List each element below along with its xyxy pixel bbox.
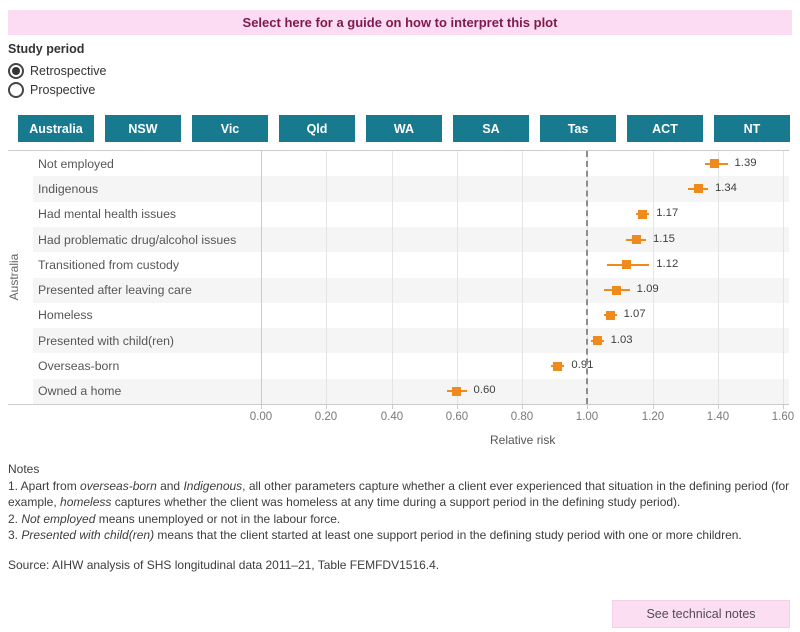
value-label: 0.91 [571,359,594,372]
row-band [33,277,789,303]
axis-tick-label: 1.00 [575,411,599,423]
source-text: Source: AIHW analysis of SHS longitudina… [8,557,440,572]
gridline [653,151,654,404]
study-period-label: Study period [8,42,85,56]
tab-tas[interactable]: Tas [540,115,616,142]
axis-tick-label: 1.20 [641,411,665,423]
value-label: 1.03 [610,333,633,346]
note-3: 3. Presented with child(ren) means that … [8,528,742,542]
value-label: 1.17 [656,207,679,220]
axis-tick [783,405,784,409]
value-label: 0.60 [473,384,496,397]
radio-selected-icon[interactable] [8,62,24,79]
marker[interactable] [709,159,719,169]
axis-tick [653,405,654,409]
panel-top-border [8,150,789,151]
row-label: Not employed [38,156,114,171]
note-2: 2. Not employed means unemployed or not … [8,511,341,526]
panel-left-border [261,151,262,404]
axis-tick-label: 1.60 [771,411,795,423]
axis-tick-label: 0.00 [249,411,273,423]
tab-act[interactable]: ACT [627,115,703,142]
axis-tick [718,405,719,409]
tab-vic[interactable]: Vic [192,115,268,142]
row-label: Had mental health issues [38,207,177,222]
radio-unselected-icon[interactable] [8,81,24,98]
value-label: 1.09 [636,283,659,296]
x-axis-line [8,404,789,405]
row-band [33,176,789,202]
row-label: Owned a home [38,384,122,399]
value-label: 1.07 [623,308,646,321]
axis-tick-label: 0.60 [445,411,469,423]
gridline [522,151,523,404]
tab-nt[interactable]: NT [714,115,790,142]
radio-prospective[interactable]: Prospective [8,80,106,99]
gridline [326,151,327,404]
tab-nsw[interactable]: NSW [105,115,181,142]
row-label: Presented with child(ren) [38,333,175,348]
axis-tick [587,405,588,409]
row-label: Presented after leaving care [38,283,192,298]
row-label: Homeless [38,308,93,323]
axis-tick-label: 0.80 [510,411,534,423]
tab-sa[interactable]: SA [453,115,529,142]
axis-tick [522,405,523,409]
marker[interactable] [631,235,641,245]
row-label: Had problematic drug/alcohol issues [38,232,237,247]
value-label: 1.15 [652,232,675,245]
state-tab-bar: Australia NSW Vic Qld WA SA Tas ACT NT [18,115,790,142]
x-axis-title: Relative risk [490,433,556,447]
row-label: Indigenous [38,181,99,196]
marker[interactable] [612,285,622,295]
technical-notes-label: See technical notes [646,607,756,621]
row-band [33,378,789,404]
gridline [783,151,784,404]
axis-tick [326,405,327,409]
notes-title: Notes [8,462,40,476]
tab-qld[interactable]: Qld [279,115,355,142]
gridline [718,151,719,404]
interpret-guide-banner[interactable]: Select here for a guide on how to interp… [8,10,792,35]
axis-tick [457,405,458,409]
value-label: 1.34 [714,181,737,194]
row-band [33,226,789,253]
interpret-guide-label: Select here for a guide on how to interp… [242,15,558,30]
row-label: Transitioned from custody [38,257,180,272]
technical-notes-button[interactable]: See technical notes [612,600,790,628]
value-label: 1.12 [656,257,679,270]
gridline [392,151,393,404]
axis-tick [261,405,262,409]
marker[interactable] [638,209,648,219]
marker[interactable] [452,386,462,396]
gridline [457,151,458,404]
radio-prospective-label: Prospective [30,82,96,97]
axis-tick [392,405,393,409]
radio-retrospective[interactable]: Retrospective [8,61,106,80]
notes-section: Notes 1. Apart from overseas-born and In… [8,461,792,573]
axis-tick-label: 1.40 [706,411,730,423]
marker[interactable] [605,310,615,320]
relative-risk-chart: Australia Not employed Indigenous Had ment… [7,150,795,447]
value-label: 1.39 [734,156,757,169]
marker[interactable] [621,260,631,270]
tab-wa[interactable]: WA [366,115,442,142]
tab-australia[interactable]: Australia [18,115,94,142]
y-axis-panel-label: Australia [7,253,21,301]
row-band [33,328,789,354]
study-period-control: Study period Retrospective Prospective [8,42,106,99]
row-label: Overseas-born [38,359,120,374]
reference-line [586,151,589,404]
axis-tick-label: 0.40 [380,411,404,423]
marker[interactable] [592,336,602,346]
note-1: 1. Apart from overseas-born and Indigeno… [8,478,790,510]
marker[interactable] [553,361,563,371]
marker[interactable] [693,184,703,194]
radio-retrospective-label: Retrospective [30,63,107,78]
axis-tick-label: 0.20 [314,411,338,423]
